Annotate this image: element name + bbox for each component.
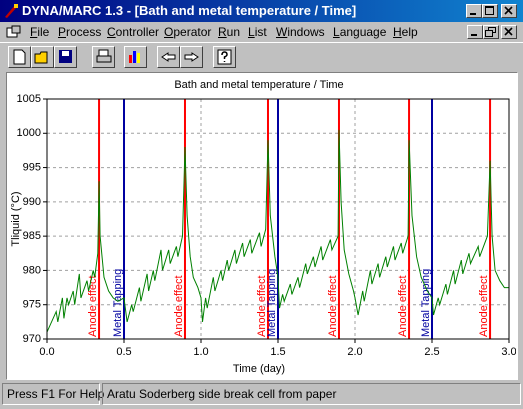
menu-item[interactable]: List bbox=[248, 25, 267, 39]
chart: Bath and metal temperature / Time Time (… bbox=[10, 79, 516, 375]
help-button[interactable] bbox=[213, 46, 236, 68]
plot-frame bbox=[46, 98, 510, 340]
status-message: Aratu Soderberg side break cell from pap… bbox=[102, 383, 521, 405]
menu-item[interactable]: Language bbox=[333, 25, 387, 39]
document-icon bbox=[6, 25, 21, 38]
menu-item[interactable]: Process bbox=[58, 25, 102, 39]
annotation-label: Anode effect bbox=[256, 275, 268, 337]
status-help: Press F1 For Help bbox=[2, 383, 104, 405]
menu-item[interactable]: Operator bbox=[164, 25, 212, 39]
menu-item[interactable]: File bbox=[30, 25, 50, 39]
minimize-button[interactable] bbox=[466, 4, 482, 18]
maximize-button[interactable] bbox=[482, 4, 498, 18]
y-tick-label: 985 bbox=[23, 230, 41, 242]
x-tick-label: 0.5 bbox=[116, 346, 131, 358]
back-button[interactable] bbox=[157, 46, 180, 68]
annotation-label: Anode effect bbox=[397, 275, 409, 337]
x-tick-label: 1.0 bbox=[193, 346, 208, 358]
y-axis-label: Tliquid (°C) bbox=[10, 191, 22, 246]
menu-item[interactable]: Run bbox=[218, 25, 241, 39]
y-tick-label: 990 bbox=[23, 196, 41, 208]
y-tick-label: 995 bbox=[23, 161, 41, 173]
save-button[interactable] bbox=[54, 46, 77, 68]
mdi-close[interactable] bbox=[501, 25, 517, 39]
x-axis-label: Time (day) bbox=[233, 363, 285, 375]
y-tick-label: 980 bbox=[23, 264, 41, 276]
x-tick-label: 3.0 bbox=[501, 346, 516, 358]
x-tick-label: 2.5 bbox=[424, 346, 439, 358]
toolbar bbox=[0, 42, 523, 71]
annotation-label: Metal Tapping bbox=[112, 269, 124, 337]
annotation-label: Anode effect bbox=[478, 275, 490, 337]
mdi-restore[interactable] bbox=[483, 25, 499, 39]
app-icon bbox=[5, 4, 18, 18]
close-button[interactable] bbox=[501, 4, 517, 18]
forward-button[interactable] bbox=[180, 46, 203, 68]
x-tick-label: 0.0 bbox=[39, 346, 54, 358]
menu-bar: File Process Controller Operator Run List Wind… bbox=[0, 22, 523, 42]
annotation-label: Anode effect bbox=[173, 275, 185, 337]
mdi-minimize[interactable] bbox=[467, 25, 483, 39]
temperature-line bbox=[46, 129, 509, 333]
new-button[interactable] bbox=[8, 46, 31, 68]
menu-item[interactable]: Help bbox=[393, 25, 418, 39]
y-tick-label: 975 bbox=[23, 299, 41, 311]
y-tick-label: 1000 bbox=[17, 127, 41, 139]
x-tick-label: 2.0 bbox=[347, 346, 362, 358]
annotation-label: Anode effect bbox=[327, 275, 339, 337]
menu-item[interactable]: Controller bbox=[107, 25, 160, 39]
window-title: DYNA/MARC 1.3 - [Bath and metal temperat… bbox=[22, 3, 357, 18]
y-tick-label: 970 bbox=[23, 333, 41, 345]
chart-button[interactable] bbox=[124, 46, 147, 68]
x-tick-label: 1.5 bbox=[270, 346, 285, 358]
annotation-label: Metal Tapping bbox=[266, 269, 278, 337]
menu-item[interactable]: Windows bbox=[276, 25, 325, 39]
open-button[interactable] bbox=[31, 46, 54, 68]
print-button[interactable] bbox=[92, 46, 115, 68]
title-bar: DYNA/MARC 1.3 - [Bath and metal temperat… bbox=[0, 0, 523, 22]
annotation-label: Anode effect bbox=[87, 275, 99, 337]
y-tick-label: 1005 bbox=[17, 93, 41, 105]
annotation-label: Metal Tapping bbox=[420, 269, 432, 337]
chart-title: Bath and metal temperature / Time bbox=[174, 79, 343, 91]
